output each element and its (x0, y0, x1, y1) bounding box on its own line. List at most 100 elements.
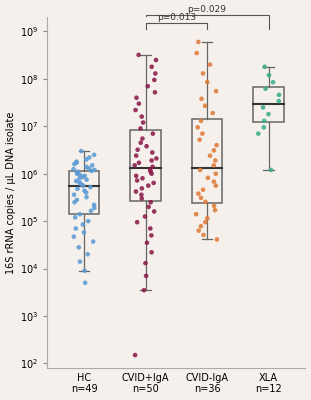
Point (196, 190, 201, 197)
Point (134, 152, 139, 159)
Point (196, 228, 201, 234)
Point (262, 64, 267, 70)
Point (139, 195, 144, 202)
Point (271, 79, 276, 86)
Point (92, 152, 97, 158)
Point (140, 175, 145, 182)
Point (75, 186, 80, 192)
Point (136, 52, 141, 58)
Bar (130, 130, 161, 201)
Point (266, 111, 271, 117)
Point (144, 273, 149, 279)
Point (148, 225, 153, 232)
Bar (253, 87, 284, 122)
Point (199, 118, 204, 124)
Point (133, 188, 138, 195)
Point (263, 86, 268, 92)
Point (132, 352, 137, 358)
Point (135, 177, 140, 184)
Point (201, 232, 206, 238)
Point (211, 162, 216, 168)
Point (91, 238, 96, 245)
Point (75, 170, 80, 176)
Point (199, 96, 204, 102)
Point (205, 79, 210, 86)
Point (210, 110, 215, 116)
Point (139, 192, 144, 198)
Point (82, 188, 87, 194)
Point (261, 124, 266, 130)
Point (92, 167, 97, 173)
Point (149, 64, 154, 70)
Point (149, 157, 154, 164)
Point (77, 258, 82, 265)
Point (73, 214, 78, 220)
Point (75, 168, 80, 175)
Point (195, 124, 200, 130)
Point (211, 203, 216, 209)
Point (71, 234, 76, 240)
Text: p=0.029: p=0.029 (188, 5, 227, 14)
Point (196, 39, 201, 45)
Point (141, 119, 146, 126)
Point (202, 103, 207, 109)
Point (71, 166, 76, 172)
Point (80, 174, 85, 180)
Point (211, 147, 216, 154)
Point (72, 192, 77, 198)
Point (145, 83, 150, 90)
Point (84, 189, 89, 196)
Point (72, 161, 77, 167)
Point (138, 140, 143, 146)
Point (79, 148, 84, 154)
Point (81, 229, 86, 236)
Point (86, 218, 91, 224)
Point (82, 173, 87, 179)
Point (76, 244, 81, 250)
Point (152, 77, 157, 83)
Point (203, 199, 208, 205)
Point (205, 215, 210, 222)
Point (134, 173, 139, 179)
Point (214, 88, 219, 94)
Point (72, 199, 77, 206)
Point (198, 223, 203, 230)
Point (87, 154, 92, 161)
Point (133, 107, 138, 113)
Bar (69, 171, 100, 214)
Point (88, 208, 93, 214)
Bar (192, 119, 222, 203)
Point (92, 205, 97, 211)
Point (137, 160, 142, 166)
Point (77, 211, 82, 217)
Point (203, 219, 208, 225)
Point (73, 225, 78, 232)
Point (88, 184, 93, 190)
Point (151, 180, 156, 186)
Point (151, 130, 156, 137)
Point (137, 100, 142, 107)
Point (134, 94, 139, 101)
Y-axis label: 16S rRNA copies / μL DNA isolate: 16S rRNA copies / μL DNA isolate (6, 111, 16, 274)
Point (198, 167, 203, 173)
Point (83, 280, 88, 286)
Point (138, 125, 143, 132)
Point (149, 170, 154, 177)
Point (146, 204, 151, 210)
Point (145, 240, 150, 246)
Point (90, 162, 95, 168)
Point (80, 221, 85, 228)
Point (84, 164, 89, 170)
Point (86, 165, 91, 172)
Point (152, 208, 157, 215)
Point (84, 194, 89, 200)
Point (149, 232, 154, 238)
Point (74, 197, 79, 203)
Point (256, 130, 261, 137)
Point (143, 260, 148, 266)
Point (154, 57, 159, 63)
Point (150, 164, 155, 170)
Point (214, 236, 219, 243)
Point (194, 50, 199, 56)
Point (154, 155, 159, 162)
